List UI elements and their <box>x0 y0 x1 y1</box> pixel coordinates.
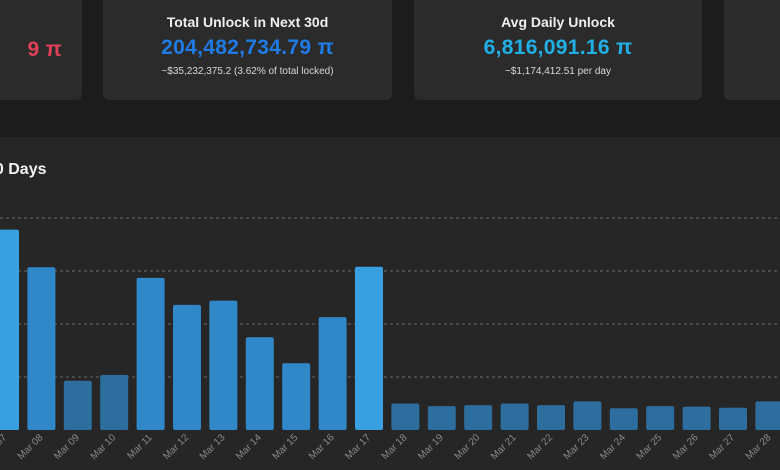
stat-card-partial-right <box>724 0 780 100</box>
stat-subtext: ~$1,174,412.51 per day <box>505 66 611 77</box>
x-tick-label: Mar 23 <box>562 432 592 462</box>
chart-bar[interactable] <box>27 267 56 430</box>
x-tick-label: Mar 25 <box>635 432 665 462</box>
chart-bar[interactable] <box>573 401 602 430</box>
x-tick-label: Mar 18 <box>380 432 410 462</box>
chart-bar[interactable] <box>427 406 456 430</box>
x-tick-label: Mar 11 <box>125 432 155 462</box>
x-tick-label: Mar 13 <box>198 432 228 462</box>
chart-bar[interactable] <box>719 407 747 430</box>
stat-subtext: ~$35,232,375.2 (3.62% of total locked) <box>161 66 334 77</box>
chart-bar[interactable] <box>355 266 383 430</box>
stat-value: 9 π <box>27 38 62 61</box>
stat-label: Total Unlock in Next 30d <box>166 14 329 30</box>
chart-bar[interactable] <box>245 337 274 430</box>
chart-bar[interactable] <box>63 380 92 430</box>
x-tick-label: Mar 17 <box>343 432 373 462</box>
chart-bar[interactable] <box>609 408 638 430</box>
stat-label: Avg Daily Unlock <box>501 14 615 30</box>
chart-bar[interactable] <box>646 406 675 430</box>
x-tick-label: Mar 14 <box>234 432 264 462</box>
chart-bar[interactable] <box>682 406 711 430</box>
chart-bar[interactable] <box>136 277 165 430</box>
x-tick-label: Mar 10 <box>89 432 119 462</box>
x-tick-label: Mar 22 <box>525 432 555 462</box>
x-tick-label: Mar 16 <box>307 432 337 462</box>
x-tick-label: Mar 15 <box>271 432 301 462</box>
chart-bar[interactable] <box>500 403 529 431</box>
chart-title: 30 Days <box>0 161 47 178</box>
x-tick-label: Mar 21 <box>489 432 519 462</box>
stat-card-avg-daily-unlock: Avg Daily Unlock 6,816,091.16 π ~$1,174,… <box>414 0 702 100</box>
x-tick-label: Mar 27 <box>707 432 737 462</box>
chart-bar[interactable] <box>537 405 565 430</box>
stat-card-partial-left: 9 π <box>0 0 82 100</box>
x-tick-label: Mar 19 <box>416 432 446 462</box>
stat-value: 204,482,734.79 π <box>161 36 334 59</box>
chart-bar[interactable] <box>282 363 311 430</box>
chart-bar[interactable] <box>391 403 420 431</box>
chart-bar[interactable] <box>464 405 493 430</box>
chart-bar[interactable] <box>173 304 201 430</box>
x-tick-label: Mar 20 <box>453 432 483 462</box>
x-tick-label: Mar 24 <box>598 432 628 462</box>
chart-bar[interactable] <box>755 401 780 430</box>
x-tick-label: Mar 26 <box>671 432 701 462</box>
x-tick-label: Mar 07 <box>0 432 9 462</box>
x-tick-label: Mar 09 <box>52 432 82 462</box>
stat-value: 6,816,091.16 π <box>483 36 633 59</box>
x-tick-label: Mar 12 <box>161 432 191 462</box>
chart-bar[interactable] <box>209 300 238 430</box>
x-tick-label: Mar 28 <box>744 432 774 462</box>
stat-card-total-unlock: Total Unlock in Next 30d 204,482,734.79 … <box>103 0 392 100</box>
x-tick-label: Mar 08 <box>16 432 46 462</box>
chart-bar[interactable] <box>318 317 347 430</box>
chart-bar[interactable] <box>100 374 129 430</box>
chart-bar[interactable] <box>0 229 19 430</box>
